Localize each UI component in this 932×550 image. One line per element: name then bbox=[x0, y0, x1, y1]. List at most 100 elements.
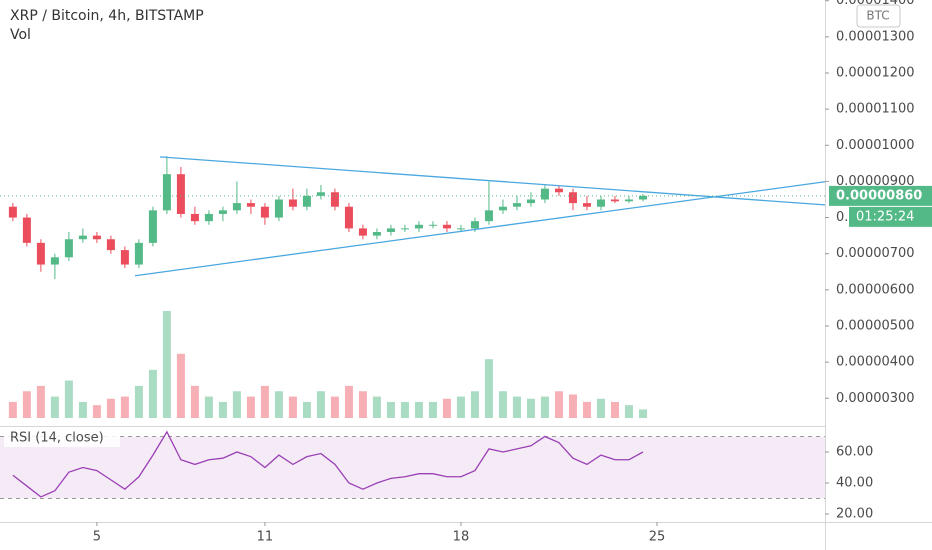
volume-bar bbox=[470, 391, 479, 418]
y-tick-label: 0.00000600 bbox=[836, 282, 915, 297]
candle-body bbox=[162, 174, 171, 211]
candle-body bbox=[428, 224, 437, 226]
currency-box bbox=[856, 4, 901, 28]
volume-bar bbox=[456, 396, 465, 418]
last-price-box bbox=[829, 185, 932, 206]
volume-bar bbox=[316, 391, 325, 418]
volume-bar bbox=[498, 391, 507, 418]
candle-body bbox=[344, 206, 353, 229]
candle-body bbox=[176, 174, 185, 214]
x-tick-label: 18 bbox=[453, 530, 470, 545]
candle-body bbox=[246, 203, 255, 207]
volume-bar bbox=[204, 396, 213, 418]
candle-body bbox=[232, 203, 241, 211]
volume-bar bbox=[176, 353, 185, 418]
trendline bbox=[134, 181, 826, 277]
candle-body bbox=[190, 213, 199, 222]
candle-body bbox=[400, 228, 409, 230]
y-tick-label: 0.00001200 bbox=[836, 66, 915, 81]
candle-body bbox=[526, 199, 535, 204]
candle-body bbox=[64, 239, 73, 258]
candle-body bbox=[386, 228, 395, 233]
candle-body bbox=[288, 199, 297, 207]
volume-bar bbox=[260, 385, 269, 418]
currency-label: BTC bbox=[866, 9, 889, 23]
candle-body bbox=[316, 192, 325, 196]
volume-label: Vol bbox=[10, 27, 31, 43]
candle-body bbox=[638, 195, 647, 200]
candle-body bbox=[540, 188, 549, 200]
volume-bar bbox=[624, 405, 633, 418]
volume-bar bbox=[218, 401, 227, 418]
rsi-title-box bbox=[4, 429, 120, 447]
candle-body bbox=[120, 250, 129, 265]
volume-bar bbox=[386, 401, 395, 418]
volume-bar bbox=[610, 401, 619, 418]
candle-body bbox=[204, 213, 213, 222]
volume-bar bbox=[36, 385, 45, 418]
volume-bar bbox=[582, 401, 591, 418]
volume-bar bbox=[232, 391, 241, 418]
candle-body bbox=[106, 239, 115, 251]
candle-body bbox=[554, 188, 563, 193]
rsi-title: RSI (14, close) bbox=[10, 431, 104, 446]
volume-bar bbox=[302, 401, 311, 418]
volume-bar bbox=[554, 391, 563, 418]
volume-bar bbox=[428, 401, 437, 418]
x-tick-label: 5 bbox=[93, 530, 101, 545]
volume-bar bbox=[50, 396, 59, 418]
volume-bar bbox=[190, 385, 199, 418]
y-tick-label: 0.00001100 bbox=[836, 102, 915, 117]
y-tick-label: 0.00001400 bbox=[836, 0, 915, 8]
volume-bar bbox=[274, 391, 283, 418]
candle-body bbox=[582, 203, 591, 207]
rsi-tick-label: 40.00 bbox=[836, 475, 873, 490]
volume-bar bbox=[78, 401, 87, 418]
volume-bar bbox=[484, 359, 493, 418]
rsi-tick-label: 60.00 bbox=[836, 445, 873, 460]
y-tick-label: 0.00000500 bbox=[836, 318, 915, 333]
candle-body bbox=[92, 235, 101, 240]
volume-bar bbox=[106, 398, 115, 418]
y-tick-label: 0.00000900 bbox=[836, 174, 915, 189]
volume-bar bbox=[358, 391, 367, 418]
y-tick-label: 0.00001000 bbox=[836, 138, 915, 153]
x-tick-label: 25 bbox=[649, 530, 666, 545]
volume-bar bbox=[414, 401, 423, 418]
candle-body bbox=[302, 195, 311, 207]
y-tick-label: 0.00000300 bbox=[836, 391, 915, 406]
last-price-label: 0.00000860 bbox=[836, 188, 922, 203]
volume-bar bbox=[92, 405, 101, 418]
volume-bar bbox=[344, 385, 353, 418]
volume-bar bbox=[134, 385, 143, 418]
y-tick-label: 0.00000400 bbox=[836, 355, 915, 370]
rsi-line bbox=[12, 430, 644, 498]
candle-body bbox=[512, 203, 521, 207]
candle-body bbox=[260, 206, 269, 218]
candle-body bbox=[498, 206, 507, 211]
candle-body bbox=[358, 228, 367, 236]
candle-body bbox=[274, 199, 283, 218]
candle-body bbox=[456, 228, 465, 230]
x-tick-label: 11 bbox=[257, 530, 274, 545]
candle-body bbox=[330, 192, 339, 207]
volume-bar bbox=[330, 396, 339, 418]
candle-body bbox=[624, 199, 633, 202]
volume-bar bbox=[120, 396, 129, 418]
volume-bar bbox=[64, 380, 73, 418]
volume-bar bbox=[400, 401, 409, 418]
candle-body bbox=[414, 224, 423, 229]
volume-bar bbox=[596, 398, 605, 418]
candle-body bbox=[372, 232, 381, 236]
countdown-label: 01:25:24 bbox=[856, 209, 914, 224]
candle-body bbox=[470, 221, 479, 229]
y-tick-label: 0.00001300 bbox=[836, 29, 915, 44]
candle-body bbox=[134, 242, 143, 265]
candle-body bbox=[596, 199, 605, 207]
volume-bar bbox=[526, 398, 535, 418]
candle-body bbox=[8, 206, 17, 218]
y-tick-label: 0.00000700 bbox=[836, 246, 915, 261]
volume-bar bbox=[148, 369, 157, 418]
